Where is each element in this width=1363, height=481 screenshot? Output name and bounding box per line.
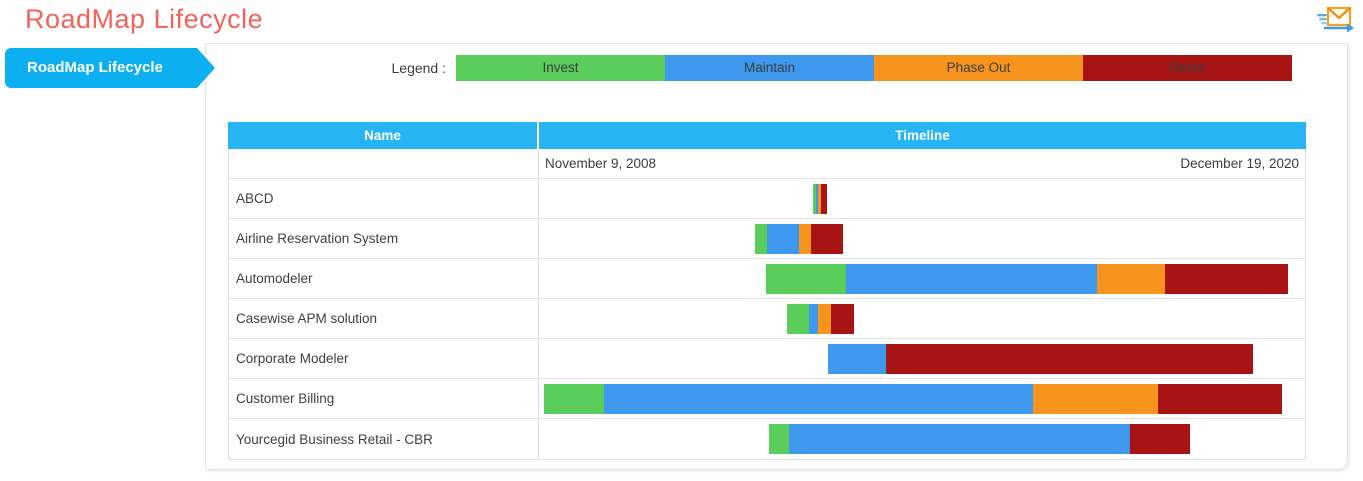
bar-segment-retire[interactable] — [1158, 384, 1283, 414]
row-name-yourcegid-business-retail---cbr: Yourcegid Business Retail - CBR — [229, 419, 539, 459]
bar-segment-retire[interactable] — [1165, 264, 1289, 294]
timeline-start-date: November 9, 2008 — [545, 156, 657, 171]
table-row: Customer Billing — [229, 379, 1305, 419]
row-timeline-bar — [539, 299, 1305, 338]
timeline-date-row: November 9, 2008 December 19, 2020 — [229, 149, 1305, 179]
bar-segment-retire[interactable] — [1130, 424, 1191, 454]
bar-segment-retire[interactable] — [885, 344, 1254, 374]
legend-item-invest: Invest — [456, 55, 665, 81]
legend-item-maintain: Maintain — [665, 55, 874, 81]
row-timeline-bar — [539, 219, 1305, 258]
table-header: Name Timeline — [228, 122, 1306, 149]
legend-item-phase-out: Phase Out — [874, 55, 1083, 81]
row-timeline-bar — [539, 259, 1305, 298]
column-header-timeline: Timeline — [539, 122, 1306, 149]
timeline-end-date: December 19, 2020 — [1180, 156, 1299, 171]
table-row: Corporate Modeler — [229, 339, 1305, 379]
bar-segment-maintain[interactable] — [766, 224, 799, 254]
row-timeline-bar — [539, 339, 1305, 378]
row-timeline-bar — [539, 419, 1305, 459]
bar-segment-retire[interactable] — [830, 304, 854, 334]
bar-segment-invest[interactable] — [754, 224, 767, 254]
row-name-casewise-apm-solution: Casewise APM solution — [229, 299, 539, 338]
bar-segment-invest[interactable] — [765, 264, 846, 294]
bar-segment-maintain[interactable] — [603, 384, 1034, 414]
content-panel: Legend : Invest Maintain Phase Out Retire N… — [205, 43, 1348, 470]
bar-segment-retire[interactable] — [810, 224, 844, 254]
row-name-abcd: ABCD — [229, 179, 539, 218]
row-timeline-bar — [539, 179, 1305, 218]
bar-segment-retire[interactable] — [820, 184, 827, 214]
page-title: RoadMap Lifecycle — [25, 4, 264, 34]
table-row: Airline Reservation System — [229, 219, 1305, 259]
legend-item-retire: Retire — [1083, 55, 1292, 81]
empty-name-cell — [229, 149, 539, 178]
legend-items: Invest Maintain Phase Out Retire — [456, 55, 1292, 81]
table-row: Automodeler — [229, 259, 1305, 299]
timeline-range-cell: November 9, 2008 December 19, 2020 — [539, 149, 1305, 178]
send-email-icon[interactable] — [1316, 5, 1356, 35]
table-body: November 9, 2008 December 19, 2020 ABCD A… — [228, 149, 1306, 460]
table-row: Yourcegid Business Retail - CBR — [229, 419, 1305, 459]
bar-segment-phase-out[interactable] — [817, 304, 831, 334]
bar-segment-maintain[interactable] — [808, 304, 818, 334]
legend-label: Legend : — [391, 60, 447, 76]
legend: Legend : Invest Maintain Phase Out Retire — [206, 55, 1347, 81]
row-timeline-bar — [539, 379, 1305, 418]
row-name-automodeler: Automodeler — [229, 259, 539, 298]
bar-segment-invest[interactable] — [786, 304, 809, 334]
bar-segment-invest[interactable] — [768, 424, 789, 454]
row-name-corporate-modeler: Corporate Modeler — [229, 339, 539, 378]
column-header-name: Name — [228, 122, 537, 149]
bar-segment-invest[interactable] — [543, 384, 604, 414]
sidebar-item-roadmap-lifecycle[interactable]: RoadMap Lifecycle — [5, 48, 215, 88]
bar-segment-maintain[interactable] — [827, 344, 886, 374]
send-email-icon-graphic — [1317, 6, 1354, 33]
row-name-customer-billing: Customer Billing — [229, 379, 539, 418]
bar-segment-phase-out[interactable] — [1097, 264, 1166, 294]
bar-segment-phase-out[interactable] — [1033, 384, 1159, 414]
bar-segment-phase-out[interactable] — [818, 184, 821, 214]
bar-segment-maintain[interactable] — [788, 424, 1131, 454]
roadmap-table: Name Timeline November 9, 2008 December … — [228, 122, 1306, 460]
table-row: Casewise APM solution — [229, 299, 1305, 339]
table-row: ABCD — [229, 179, 1305, 219]
bar-segment-phase-out[interactable] — [798, 224, 811, 254]
bar-segment-maintain[interactable] — [815, 184, 819, 214]
bar-segment-maintain[interactable] — [845, 264, 1098, 294]
bar-segment-invest[interactable] — [812, 184, 816, 214]
row-name-airline-reservation-system: Airline Reservation System — [229, 219, 539, 258]
